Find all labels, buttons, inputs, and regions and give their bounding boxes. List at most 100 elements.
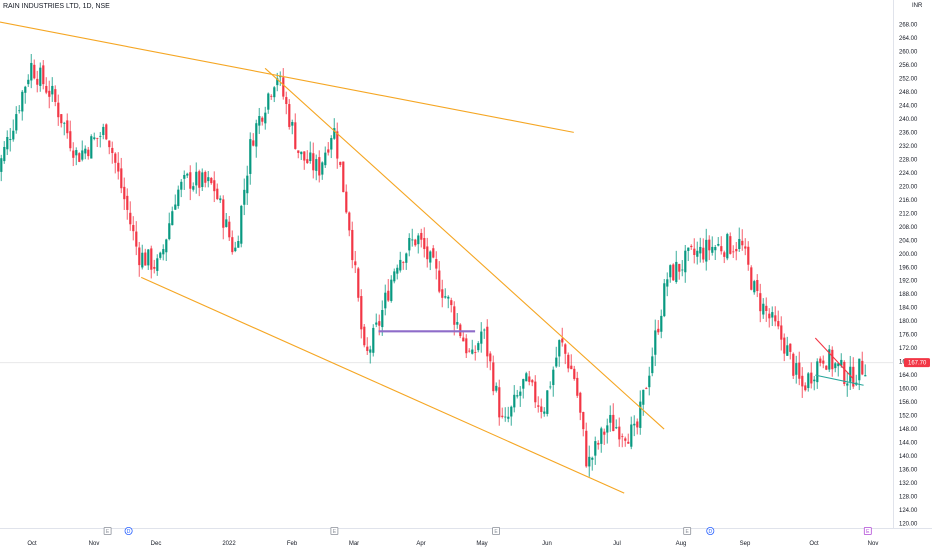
candle[interactable] — [645, 386, 648, 390]
candle[interactable] — [201, 168, 204, 191]
candle[interactable] — [72, 142, 75, 167]
candle[interactable] — [81, 140, 84, 162]
candle[interactable] — [318, 150, 321, 183]
candle[interactable] — [126, 188, 129, 220]
candle[interactable] — [27, 74, 30, 87]
candle[interactable] — [408, 233, 411, 257]
candle[interactable] — [801, 367, 804, 398]
candle[interactable] — [843, 360, 846, 387]
candle[interactable] — [690, 244, 693, 250]
candle[interactable] — [519, 386, 522, 407]
candle[interactable] — [513, 385, 516, 413]
candle[interactable] — [741, 229, 744, 251]
candle[interactable] — [342, 161, 345, 193]
candle[interactable] — [390, 275, 393, 303]
candle[interactable] — [789, 343, 792, 360]
candle[interactable] — [822, 355, 825, 369]
candle[interactable] — [30, 54, 33, 89]
candle[interactable] — [546, 390, 549, 417]
candle[interactable] — [366, 337, 369, 355]
candle[interactable] — [480, 322, 483, 353]
event-marker-dividend[interactable]: D — [706, 527, 715, 536]
candle[interactable] — [237, 235, 240, 248]
candle[interactable] — [738, 227, 741, 252]
candle[interactable] — [153, 259, 156, 274]
candle[interactable] — [372, 324, 375, 357]
candle[interactable] — [87, 146, 90, 160]
candle[interactable] — [489, 351, 492, 371]
candle[interactable] — [582, 411, 585, 437]
candle[interactable] — [99, 131, 102, 148]
candle[interactable] — [747, 241, 750, 271]
candle[interactable] — [297, 150, 300, 159]
candle[interactable] — [105, 123, 108, 141]
candle[interactable] — [114, 152, 117, 174]
candle[interactable] — [570, 354, 573, 370]
candle[interactable] — [78, 152, 81, 163]
candle[interactable] — [120, 157, 123, 194]
candle[interactable] — [555, 346, 558, 368]
candle[interactable] — [327, 142, 330, 156]
candle[interactable] — [615, 419, 618, 430]
candle[interactable] — [288, 99, 291, 130]
candle[interactable] — [567, 352, 570, 373]
candle[interactable] — [705, 228, 708, 271]
candle[interactable] — [309, 141, 312, 164]
candle[interactable] — [540, 398, 543, 419]
candle[interactable] — [468, 348, 471, 353]
candle[interactable] — [387, 279, 390, 302]
candle[interactable] — [258, 107, 261, 134]
candle[interactable] — [816, 358, 819, 389]
candle[interactable] — [756, 274, 759, 298]
candle[interactable] — [588, 445, 591, 477]
candle[interactable] — [315, 154, 318, 181]
candle[interactable] — [711, 236, 714, 256]
candle[interactable] — [177, 185, 180, 209]
candle[interactable] — [735, 242, 738, 261]
candle[interactable] — [783, 333, 786, 362]
candle[interactable] — [330, 135, 333, 159]
candle[interactable] — [381, 300, 384, 336]
candle[interactable] — [522, 378, 525, 399]
candle[interactable] — [684, 244, 687, 283]
trendline-oct-triangle-top[interactable] — [814, 337, 854, 379]
trendline-upper-channel[interactable] — [0, 18, 574, 133]
candle[interactable] — [42, 60, 45, 90]
candle[interactable] — [486, 319, 489, 368]
candle[interactable] — [48, 80, 51, 109]
candle[interactable] — [858, 358, 861, 391]
candle[interactable] — [624, 436, 627, 447]
candle[interactable] — [594, 436, 597, 465]
candle[interactable] — [675, 250, 678, 284]
candle[interactable] — [51, 77, 54, 102]
candle[interactable] — [39, 62, 42, 92]
trendline-oct-triangle-bottom[interactable] — [815, 374, 864, 386]
candle[interactable] — [186, 172, 189, 179]
candle[interactable] — [777, 310, 780, 330]
candle[interactable] — [348, 211, 351, 237]
candle[interactable] — [501, 407, 504, 419]
candle[interactable] — [732, 245, 735, 258]
candle[interactable] — [405, 252, 408, 270]
candle[interactable] — [135, 221, 138, 256]
candle[interactable] — [795, 355, 798, 384]
candle[interactable] — [558, 339, 561, 367]
candle[interactable] — [165, 238, 168, 262]
candle[interactable] — [96, 137, 99, 147]
candle[interactable] — [402, 261, 405, 270]
candle[interactable] — [3, 141, 6, 164]
candle[interactable] — [600, 426, 603, 453]
candle[interactable] — [849, 355, 852, 391]
candle[interactable] — [276, 72, 279, 92]
candle[interactable] — [369, 345, 372, 364]
candle[interactable] — [273, 86, 276, 103]
candle[interactable] — [723, 250, 726, 264]
candle[interactable] — [450, 297, 453, 313]
candle[interactable] — [537, 396, 540, 413]
candle[interactable] — [363, 323, 366, 348]
candle[interactable] — [717, 237, 720, 247]
candle[interactable] — [636, 418, 639, 435]
candle[interactable] — [813, 376, 816, 391]
candle[interactable] — [852, 357, 855, 389]
